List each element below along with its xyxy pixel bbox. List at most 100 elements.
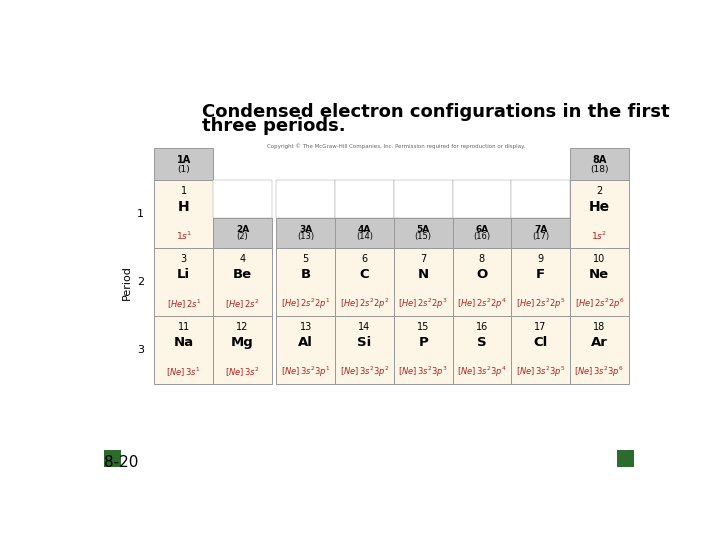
Text: (13): (13) [297, 232, 315, 241]
Text: 4A: 4A [358, 225, 371, 234]
Text: Be: Be [233, 268, 252, 281]
Text: 18: 18 [593, 322, 606, 332]
Bar [570, 148, 629, 180]
Bar [154, 316, 213, 384]
Text: $\mathit{[Ne]\,3s^{2}}$: $\mathit{[Ne]\,3s^{2}}$ [225, 366, 260, 379]
Text: (1): (1) [177, 165, 190, 174]
Text: $\mathit{[He]\,2s^{2}2p^{6}}$: $\mathit{[He]\,2s^{2}2p^{6}}$ [575, 297, 624, 311]
Bar [394, 248, 452, 316]
Text: 7: 7 [420, 254, 426, 264]
Text: $\mathit{1s^{1}}$: $\mathit{1s^{1}}$ [176, 230, 192, 242]
Text: 16: 16 [476, 322, 488, 332]
Text: 5A: 5A [417, 225, 430, 234]
Text: (17): (17) [532, 232, 549, 241]
Text: 3A: 3A [299, 225, 312, 234]
Bar [276, 180, 335, 218]
Bar [511, 180, 570, 218]
Text: (2): (2) [236, 232, 248, 241]
Text: 7A: 7A [534, 225, 547, 234]
Text: 11: 11 [178, 322, 190, 332]
Bar [213, 248, 271, 316]
Text: $\mathit{[Ne]\,3s^{2}3p^{2}}$: $\mathit{[Ne]\,3s^{2}3p^{2}}$ [340, 365, 390, 379]
Bar [394, 316, 452, 384]
Text: $\mathit{[He]\,2s^{2}2p^{4}}$: $\mathit{[He]\,2s^{2}2p^{4}}$ [457, 297, 507, 311]
Text: $\mathit{[Ne]\,3s^{2}3p^{6}}$: $\mathit{[Ne]\,3s^{2}3p^{6}}$ [575, 365, 624, 379]
Text: 13: 13 [300, 322, 312, 332]
Text: S: S [477, 336, 487, 349]
Bar [335, 218, 394, 248]
Text: $\mathit{[Ne]\,3s^{2}3p^{5}}$: $\mathit{[Ne]\,3s^{2}3p^{5}}$ [516, 365, 565, 379]
Bar [511, 248, 570, 316]
Text: 12: 12 [236, 322, 248, 332]
Text: Al: Al [298, 336, 313, 349]
Bar [213, 218, 271, 248]
Bar [394, 180, 452, 218]
Text: (16): (16) [473, 232, 490, 241]
Bar [213, 316, 271, 384]
Text: $\mathit{[Ne]\,3s^{2}3p^{1}}$: $\mathit{[Ne]\,3s^{2}3p^{1}}$ [281, 365, 330, 379]
Text: 8-20: 8-20 [104, 455, 138, 470]
Text: (14): (14) [356, 232, 373, 241]
Bar [335, 180, 394, 218]
Bar [154, 148, 213, 180]
Text: 9: 9 [538, 254, 544, 264]
Text: F: F [536, 268, 545, 281]
Text: 2: 2 [596, 186, 603, 197]
Bar [335, 248, 394, 316]
Text: P: P [418, 336, 428, 349]
Text: Si: Si [357, 336, 372, 349]
Text: 2: 2 [137, 278, 144, 287]
Bar [617, 450, 634, 467]
Text: $\mathit{1s^{2}}$: $\mathit{1s^{2}}$ [591, 230, 608, 242]
Text: Period: Period [122, 265, 132, 300]
Text: $\mathit{[He]\,2s^{2}2p^{5}}$: $\mathit{[He]\,2s^{2}2p^{5}}$ [516, 297, 565, 311]
Text: C: C [359, 268, 369, 281]
Text: He: He [589, 200, 610, 214]
Text: $\mathit{[He]\,2s^{2}2p^{3}}$: $\mathit{[He]\,2s^{2}2p^{3}}$ [398, 297, 448, 311]
Text: $\mathit{[He]\,2s^{2}2p^{2}}$: $\mathit{[He]\,2s^{2}2p^{2}}$ [340, 297, 389, 311]
Text: Mg: Mg [231, 336, 253, 349]
Bar [276, 248, 335, 316]
Text: H: H [178, 200, 189, 214]
Text: 3: 3 [137, 346, 144, 355]
Text: 14: 14 [359, 322, 371, 332]
Text: $\mathit{[He]\,2s^{2}}$: $\mathit{[He]\,2s^{2}}$ [225, 298, 259, 310]
Text: 17: 17 [534, 322, 546, 332]
Text: 6: 6 [361, 254, 367, 264]
Text: 3: 3 [181, 254, 186, 264]
Bar [154, 248, 213, 316]
Text: Ne: Ne [589, 268, 609, 281]
Text: 10: 10 [593, 254, 606, 264]
Text: O: O [476, 268, 487, 281]
Text: (18): (18) [590, 165, 608, 174]
Bar [213, 180, 271, 218]
Bar [452, 218, 511, 248]
Bar [570, 180, 629, 248]
Text: $\mathit{[He]\,2s^{2}2p^{1}}$: $\mathit{[He]\,2s^{2}2p^{1}}$ [281, 297, 330, 311]
Bar [452, 316, 511, 384]
Text: 1: 1 [181, 186, 186, 197]
Bar [276, 218, 335, 248]
Text: $\mathit{[Ne]\,3s^{2}3p^{3}}$: $\mathit{[Ne]\,3s^{2}3p^{3}}$ [398, 365, 448, 379]
Text: 1: 1 [137, 210, 144, 219]
Bar [570, 316, 629, 384]
Text: 15: 15 [417, 322, 429, 332]
Bar [104, 450, 121, 467]
Text: three periods.: three periods. [202, 117, 346, 135]
Text: Na: Na [174, 336, 194, 349]
Text: Condensed electron configurations in the first: Condensed electron configurations in the… [202, 103, 670, 122]
Text: $\mathit{[Ne]\,3s^{2}3p^{4}}$: $\mathit{[Ne]\,3s^{2}3p^{4}}$ [457, 365, 507, 379]
Text: Li: Li [177, 268, 190, 281]
Bar [154, 180, 213, 248]
Text: Ar: Ar [591, 336, 608, 349]
Text: 5: 5 [302, 254, 309, 264]
Bar [452, 180, 511, 218]
Bar [394, 218, 452, 248]
Bar [511, 218, 570, 248]
Text: Cl: Cl [534, 336, 548, 349]
Text: 1A: 1A [176, 154, 191, 165]
Text: 8A: 8A [592, 154, 606, 165]
Bar [570, 248, 629, 316]
Text: N: N [418, 268, 428, 281]
Text: Copyright © The McGraw-Hill Companies, Inc. Permission required for reproduction: Copyright © The McGraw-Hill Companies, I… [267, 143, 526, 149]
